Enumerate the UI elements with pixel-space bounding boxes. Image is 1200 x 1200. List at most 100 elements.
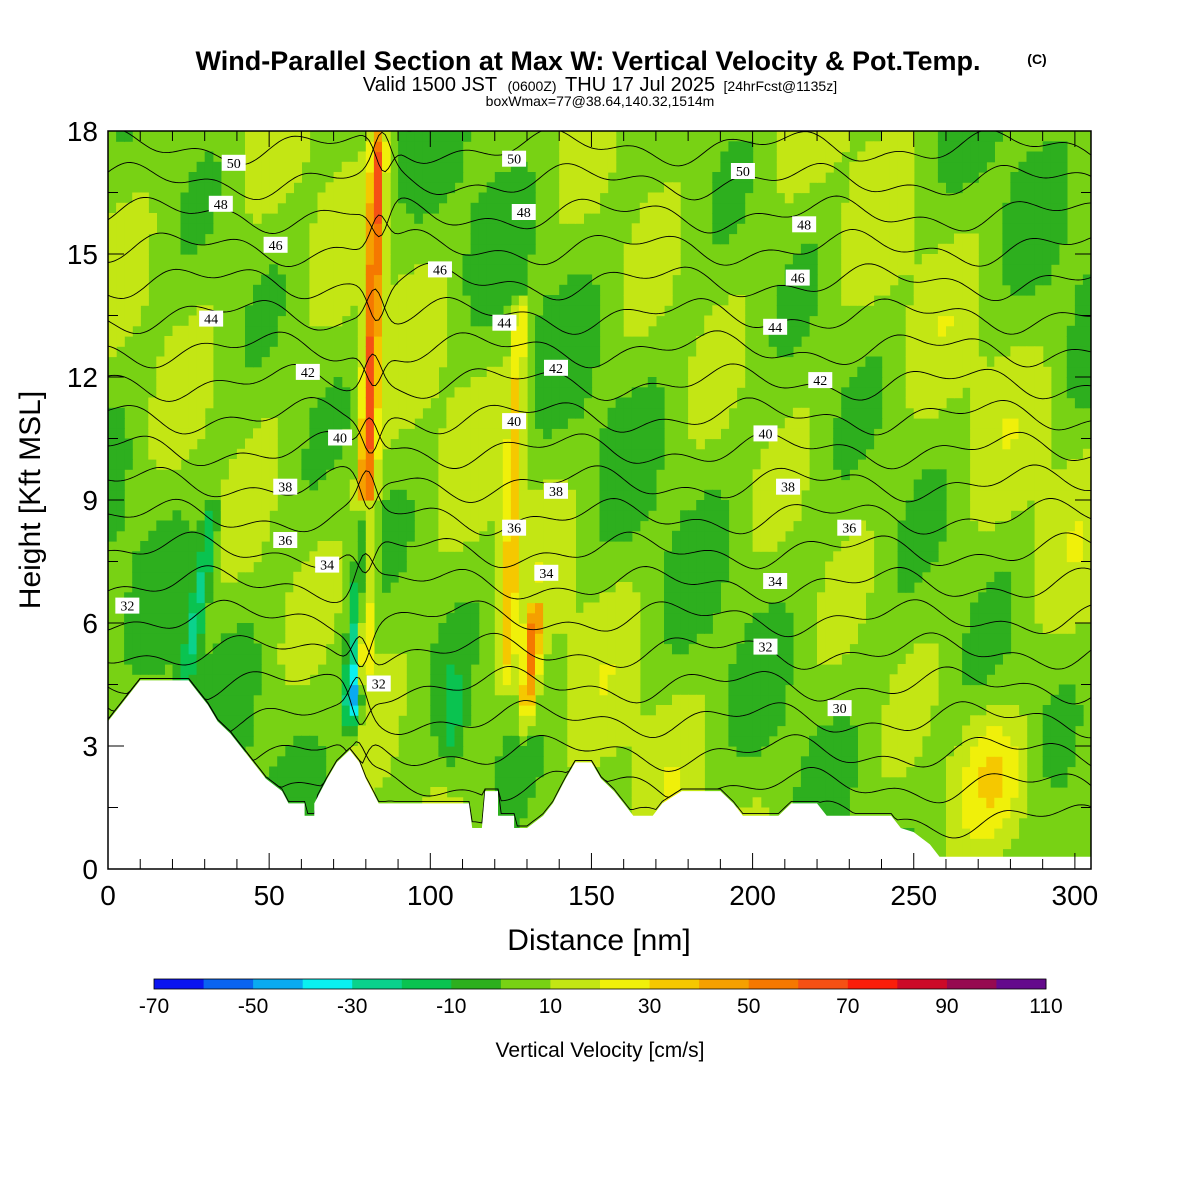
w-cell — [631, 264, 641, 276]
w-cell — [285, 612, 294, 624]
colorbar-tick-labels: -70 -50 -30 -10 10 30 50 70 90 110 — [139, 995, 1063, 1018]
w-cell — [156, 438, 165, 450]
w-cell — [889, 223, 899, 235]
w-cell — [978, 366, 987, 378]
w-cell — [631, 387, 641, 399]
w-cell — [664, 776, 673, 788]
w-cell — [301, 582, 311, 593]
w-cell — [535, 674, 544, 686]
w-cell — [478, 479, 488, 491]
w-cell — [357, 746, 367, 757]
w-cell — [680, 561, 689, 573]
w-cell — [535, 356, 544, 368]
w-cell — [108, 325, 117, 337]
w-cell — [535, 346, 544, 358]
w-cell — [365, 653, 375, 665]
w-cell — [382, 541, 391, 552]
w-cell — [116, 284, 125, 296]
w-cell — [929, 520, 939, 532]
w-cell — [253, 530, 262, 542]
w-cell — [849, 551, 858, 563]
theta-contours — [108, 131, 1091, 839]
w-cell — [631, 448, 641, 460]
w-cell — [543, 377, 552, 388]
w-cell — [978, 623, 987, 634]
w-cell — [245, 172, 254, 183]
w-cell — [293, 602, 302, 614]
w-cell — [236, 469, 246, 481]
w-cell — [937, 366, 947, 378]
w-cell — [349, 592, 359, 604]
w-cell — [655, 418, 665, 429]
w-cell — [736, 674, 746, 686]
w-cell — [1066, 469, 1076, 481]
w-cell — [720, 366, 730, 378]
w-cell — [905, 530, 915, 542]
w-cell — [478, 295, 488, 306]
w-cell — [664, 787, 673, 798]
w-cell — [849, 233, 858, 245]
w-cell — [108, 233, 117, 245]
w-cell — [398, 284, 407, 296]
w-cell — [1002, 479, 1012, 491]
w-cell — [398, 418, 407, 429]
w-cell — [680, 530, 689, 542]
w-cell — [140, 643, 149, 655]
w-cell — [672, 551, 681, 563]
w-cell — [623, 592, 633, 604]
w-cell — [253, 141, 262, 153]
w-cell — [962, 295, 971, 306]
w-cell — [978, 766, 987, 778]
contour-label-bg — [273, 532, 298, 548]
w-cell — [631, 715, 641, 727]
w-cell — [261, 161, 270, 173]
w-cell — [841, 284, 850, 296]
w-cell — [116, 315, 125, 327]
w-cell — [196, 571, 206, 583]
w-cell — [333, 602, 343, 614]
w-cell — [309, 479, 319, 491]
w-cell — [156, 530, 165, 542]
w-cell — [865, 541, 875, 552]
w-cell — [567, 295, 576, 306]
w-cell — [462, 387, 472, 399]
w-cell — [978, 602, 987, 614]
w-cell — [494, 582, 504, 593]
w-cell — [228, 653, 238, 665]
w-cell — [422, 377, 431, 388]
w-cell — [438, 623, 448, 634]
w-cell — [841, 131, 850, 142]
w-cell — [559, 571, 568, 583]
w-cell — [269, 192, 278, 204]
w-cell — [599, 694, 609, 706]
w-cell — [672, 592, 681, 604]
w-cell — [704, 510, 713, 522]
w-cell — [357, 315, 367, 327]
w-cell — [583, 715, 593, 727]
w-cell — [309, 274, 319, 286]
w-cell — [438, 500, 448, 511]
w-cell — [857, 448, 866, 460]
w-cell — [454, 479, 464, 491]
w-cell — [204, 366, 214, 378]
w-cell — [873, 377, 883, 388]
w-cell — [204, 397, 214, 409]
w-cell — [510, 233, 520, 245]
w-cell — [293, 664, 302, 675]
w-cell — [567, 192, 576, 204]
w-cell — [406, 530, 415, 542]
w-cell — [518, 633, 528, 645]
w-cell — [1058, 213, 1068, 224]
w-cell — [365, 243, 375, 255]
w-cell — [962, 254, 971, 265]
w-cell — [180, 448, 190, 460]
w-cell — [567, 305, 576, 317]
w-cell — [591, 612, 601, 624]
w-cell — [341, 305, 351, 317]
w-cell — [317, 284, 327, 296]
w-cell — [921, 530, 931, 542]
w-cell — [365, 161, 375, 173]
w-cell — [704, 520, 713, 532]
w-cell — [712, 520, 721, 532]
w-cell — [591, 756, 601, 768]
